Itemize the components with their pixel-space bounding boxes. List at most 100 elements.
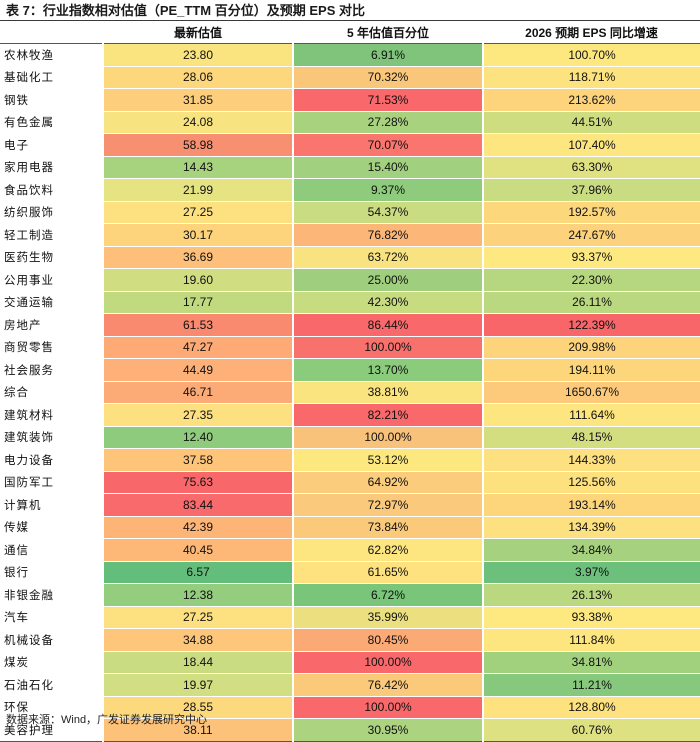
table-row: 社会服务 44.49 13.70% 194.11% <box>0 358 700 382</box>
latest-pe-cell: 6.57 <box>102 561 293 584</box>
industry-cell: 有色金属 <box>0 111 103 134</box>
percentile-cell: 35.99% <box>292 606 483 629</box>
percentile-cell: 9.37% <box>292 178 483 202</box>
table-row: 国防军工 75.63 64.92% 125.56% <box>0 471 700 494</box>
percentile-cell: 6.91% <box>292 43 483 67</box>
table-row: 汽车 27.25 35.99% 93.38% <box>0 606 700 629</box>
percentile-cell: 42.30% <box>292 291 483 314</box>
eps-growth-cell: 125.56% <box>482 471 700 494</box>
table-row: 交通运输 17.77 42.30% 26.11% <box>0 291 700 314</box>
latest-pe-cell: 47.27 <box>102 336 293 359</box>
table-row: 计算机 83.44 72.97% 193.14% <box>0 493 700 517</box>
percentile-cell: 70.07% <box>292 133 483 157</box>
percentile-cell: 76.82% <box>292 223 483 247</box>
industry-cell: 煤炭 <box>0 651 103 674</box>
industry-cell: 计算机 <box>0 493 103 517</box>
table-row: 商贸零售 47.27 100.00% 209.98% <box>0 336 700 359</box>
eps-growth-cell: 118.71% <box>482 66 700 89</box>
header-5y-percentile: 5 年估值百分位 <box>293 21 483 44</box>
percentile-cell: 54.37% <box>292 201 483 224</box>
table-row: 煤炭 18.44 100.00% 34.81% <box>0 651 700 674</box>
percentile-cell: 70.32% <box>292 66 483 89</box>
latest-pe-cell: 23.80 <box>102 43 293 67</box>
eps-growth-cell: 34.84% <box>482 538 700 562</box>
table-row: 房地产 61.53 86.44% 122.39% <box>0 313 700 337</box>
eps-growth-cell: 48.15% <box>482 426 700 449</box>
percentile-cell: 61.65% <box>292 561 483 584</box>
eps-growth-cell: 93.38% <box>482 606 700 629</box>
latest-pe-cell: 37.58 <box>102 448 293 472</box>
latest-pe-cell: 19.97 <box>102 673 293 697</box>
industry-cell: 纺织服饰 <box>0 201 103 224</box>
table-row: 传媒 42.39 73.84% 134.39% <box>0 516 700 539</box>
industry-cell: 机械设备 <box>0 628 103 652</box>
eps-growth-cell: 26.13% <box>482 583 700 607</box>
percentile-cell: 63.72% <box>292 246 483 269</box>
eps-growth-cell: 192.57% <box>482 201 700 224</box>
latest-pe-cell: 12.40 <box>102 426 293 449</box>
latest-pe-cell: 24.08 <box>102 111 293 134</box>
latest-pe-cell: 44.49 <box>102 358 293 382</box>
latest-pe-cell: 42.39 <box>102 516 293 539</box>
eps-growth-cell: 26.11% <box>482 291 700 314</box>
table-body: 农林牧渔 23.80 6.91% 100.70% 基础化工 28.06 70.32% 118.… <box>0 43 700 742</box>
table-row: 建筑装饰 12.40 100.00% 48.15% <box>0 426 700 449</box>
valuation-table-wrap: 最新估值 5 年估值百分位 2026 预期 EPS 同比增速 农林牧渔 23.80… <box>0 21 700 742</box>
percentile-cell: 13.70% <box>292 358 483 382</box>
latest-pe-cell: 34.88 <box>102 628 293 652</box>
table-row: 基础化工 28.06 70.32% 118.71% <box>0 66 700 89</box>
header-eps-growth: 2026 预期 EPS 同比增速 <box>483 21 700 44</box>
industry-cell: 银行 <box>0 561 103 584</box>
percentile-cell: 80.45% <box>292 628 483 652</box>
percentile-cell: 100.00% <box>292 426 483 449</box>
industry-cell: 电子 <box>0 133 103 157</box>
eps-growth-cell: 194.11% <box>482 358 700 382</box>
title-rule <box>0 20 700 21</box>
industry-cell: 国防军工 <box>0 471 103 494</box>
latest-pe-cell: 17.77 <box>102 291 293 314</box>
latest-pe-cell: 58.98 <box>102 133 293 157</box>
eps-growth-cell: 144.33% <box>482 448 700 472</box>
table-row: 环保 28.55 100.00% 128.80% <box>0 696 700 719</box>
percentile-cell: 82.21% <box>292 403 483 427</box>
latest-pe-cell: 83.44 <box>102 493 293 517</box>
eps-growth-cell: 209.98% <box>482 336 700 359</box>
eps-growth-cell: 134.39% <box>482 516 700 539</box>
latest-pe-cell: 28.55 <box>102 696 293 719</box>
eps-growth-cell: 34.81% <box>482 651 700 674</box>
table-row: 家用电器 14.43 15.40% 63.30% <box>0 156 700 179</box>
latest-pe-cell: 18.44 <box>102 651 293 674</box>
percentile-cell: 6.72% <box>292 583 483 607</box>
latest-pe-cell: 46.71 <box>102 381 293 404</box>
percentile-cell: 72.97% <box>292 493 483 517</box>
eps-growth-cell: 22.30% <box>482 268 700 292</box>
table-row: 非银金融 12.38 6.72% 26.13% <box>0 583 700 607</box>
table-row: 电子 58.98 70.07% 107.40% <box>0 133 700 157</box>
eps-growth-cell: 93.37% <box>482 246 700 269</box>
latest-pe-cell: 75.63 <box>102 471 293 494</box>
latest-pe-cell: 14.43 <box>102 156 293 179</box>
industry-cell: 石油石化 <box>0 673 103 697</box>
eps-growth-cell: 122.39% <box>482 313 700 337</box>
eps-growth-cell: 37.96% <box>482 178 700 202</box>
table-row: 纺织服饰 27.25 54.37% 192.57% <box>0 201 700 224</box>
eps-growth-cell: 1650.67% <box>482 381 700 404</box>
industry-cell: 房地产 <box>0 313 103 337</box>
industry-cell: 食品饮料 <box>0 178 103 202</box>
percentile-cell: 53.12% <box>292 448 483 472</box>
percentile-cell: 73.84% <box>292 516 483 539</box>
eps-growth-cell: 111.64% <box>482 403 700 427</box>
table-row: 钢铁 31.85 71.53% 213.62% <box>0 88 700 112</box>
table-row: 机械设备 34.88 80.45% 111.84% <box>0 628 700 652</box>
table-row: 综合 46.71 38.81% 1650.67% <box>0 381 700 404</box>
header-row: 最新估值 5 年估值百分位 2026 预期 EPS 同比增速 <box>0 21 700 44</box>
table-row: 医药生物 36.69 63.72% 93.37% <box>0 246 700 269</box>
industry-cell: 非银金融 <box>0 583 103 607</box>
industry-cell: 社会服务 <box>0 358 103 382</box>
percentile-cell: 100.00% <box>292 336 483 359</box>
eps-growth-cell: 213.62% <box>482 88 700 112</box>
latest-pe-cell: 27.35 <box>102 403 293 427</box>
table-row: 农林牧渔 23.80 6.91% 100.70% <box>0 43 700 67</box>
table-row: 有色金属 24.08 27.28% 44.51% <box>0 111 700 134</box>
latest-pe-cell: 12.38 <box>102 583 293 607</box>
